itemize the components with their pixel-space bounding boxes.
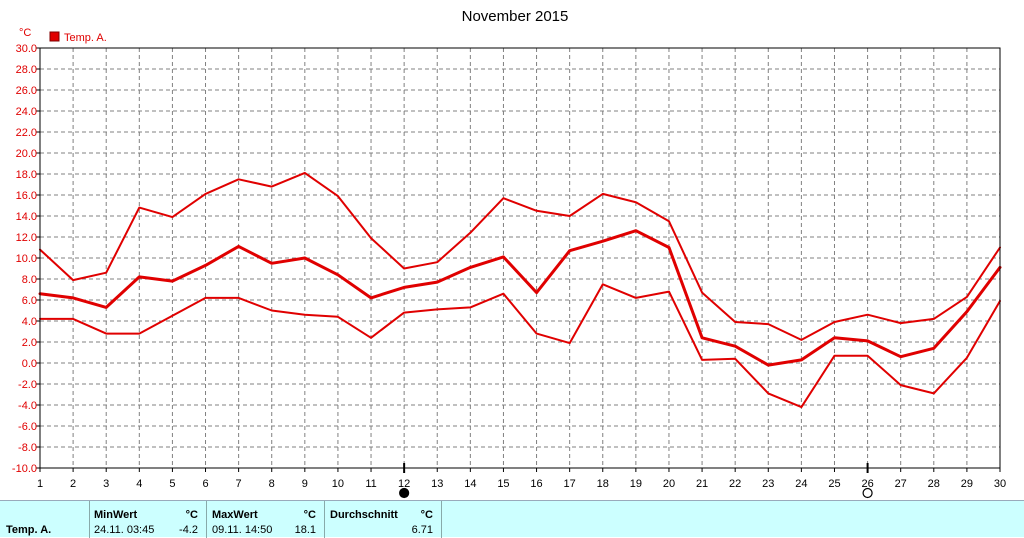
x-tick-label: 21 [696, 478, 708, 490]
temperature-chart: November 2015 °C Temp. A. 30.028.026.024… [12, 8, 1006, 499]
max-header: MaxWert [212, 509, 258, 521]
x-tick-labels: 1 2 3 4 5 6 7 8 9 10 11 12 13 14 15 16 17 18 19 20 21 22 23 24 2… [37, 468, 1006, 490]
x-tick-label: 2 [70, 478, 76, 490]
min-value: -4.2 [179, 524, 198, 536]
series-lines [38, 171, 1002, 409]
x-tick-label: 17 [564, 478, 576, 490]
y-tick-label: 24.0 [16, 106, 37, 118]
x-tick-label: 30 [994, 478, 1006, 490]
max-unit: °C [303, 509, 316, 521]
y-tick-label: 18.0 [16, 169, 37, 181]
max-time: 09.11. 14:50 [212, 524, 273, 536]
series-line-min [39, 283, 1001, 409]
series-line-max [39, 171, 1001, 341]
y-tick-label: -4.0 [18, 400, 37, 412]
x-tick-label: 5 [169, 478, 175, 490]
x-tick-label: 8 [269, 478, 275, 490]
y-tick-label: 28.0 [16, 64, 37, 76]
new-moon-icon [399, 487, 410, 499]
x-tick-label: 18 [597, 478, 609, 490]
x-tick-label: 27 [895, 478, 907, 490]
x-tick-label: 10 [332, 478, 344, 490]
min-time: 24.11. 03:45 [94, 524, 155, 536]
y-tick-label: 12.0 [16, 232, 37, 244]
x-tick-label: 4 [136, 478, 142, 490]
y-tick-label: 20.0 [16, 148, 37, 160]
series-line-average [38, 229, 1002, 367]
y-tick-label: 0.0 [22, 358, 37, 370]
legend-swatch [49, 31, 60, 42]
x-tick-label: 7 [236, 478, 242, 490]
y-axis-unit: °C [19, 27, 31, 39]
y-tick-label: 2.0 [22, 337, 37, 349]
y-tick-label: -8.0 [18, 442, 37, 454]
x-tick-label: 9 [302, 478, 308, 490]
plot-frame [39, 47, 1001, 469]
y-tick-label: 10.0 [16, 253, 37, 265]
x-tick-label: 11 [365, 478, 376, 490]
x-tick-label: 13 [431, 478, 443, 490]
max-value-cell: MaxWert °C 09.11. 14:50 18.1 [207, 501, 325, 538]
x-tick-label: 29 [961, 478, 973, 490]
x-tick-label: 6 [202, 478, 208, 490]
average-value: 6.71 [411, 524, 433, 536]
x-tick-label: 24 [795, 478, 807, 490]
y-tick-label: 4.0 [22, 316, 37, 328]
y-tick-labels: 30.0 28.0 26.0 24.0 22.0 20.0 18.0 16.0 14.0 12.0… [12, 43, 40, 475]
y-tick-label: 30.0 [16, 43, 37, 55]
x-tick-label: 23 [762, 478, 774, 490]
x-tick-label: 25 [828, 478, 840, 490]
full-moon-icon [862, 487, 873, 499]
grid-lines [40, 47, 1000, 469]
max-value: 18.1 [294, 524, 316, 536]
stats-row-label-cell: Temp. A. [0, 501, 90, 538]
y-tick-label: -10.0 [12, 463, 37, 475]
y-tick-label: 16.0 [16, 190, 37, 202]
x-tick-label: 28 [928, 478, 940, 490]
average-header: Durchschnitt [330, 509, 398, 521]
stats-footer: Temp. A. MinWert °C 24.11. 03:45 -4.2 Ma… [0, 500, 1024, 538]
x-tick-label: 20 [663, 478, 675, 490]
y-tick-label: 26.0 [16, 85, 37, 97]
legend-label: Temp. A. [64, 32, 107, 44]
x-tick-label: 22 [729, 478, 741, 490]
y-tick-label: -2.0 [18, 379, 37, 391]
y-tick-label: 6.0 [22, 295, 37, 307]
x-tick-label: 16 [530, 478, 542, 490]
min-header: MinWert [94, 509, 138, 521]
x-tick-label: 14 [464, 478, 476, 490]
x-tick-label: 1 [37, 478, 43, 490]
x-tick-label: 15 [497, 478, 509, 490]
min-unit: °C [185, 509, 198, 521]
chart-title: November 2015 [462, 8, 569, 25]
y-tick-label: 22.0 [16, 127, 37, 139]
x-tick-label: 12 [398, 478, 410, 490]
x-tick-label: 26 [861, 478, 873, 490]
y-tick-label: -6.0 [18, 421, 37, 433]
y-tick-label: 14.0 [16, 211, 37, 223]
y-tick-label: 8.0 [22, 274, 37, 286]
stats-row-label: Temp. A. [6, 524, 52, 536]
x-tick-label: 19 [630, 478, 642, 490]
x-tick-label: 3 [103, 478, 109, 490]
average-value-cell: Durchschnitt °C 6.71 [325, 501, 442, 538]
average-unit: °C [420, 509, 433, 521]
min-value-cell: MinWert °C 24.11. 03:45 -4.2 [90, 501, 207, 538]
